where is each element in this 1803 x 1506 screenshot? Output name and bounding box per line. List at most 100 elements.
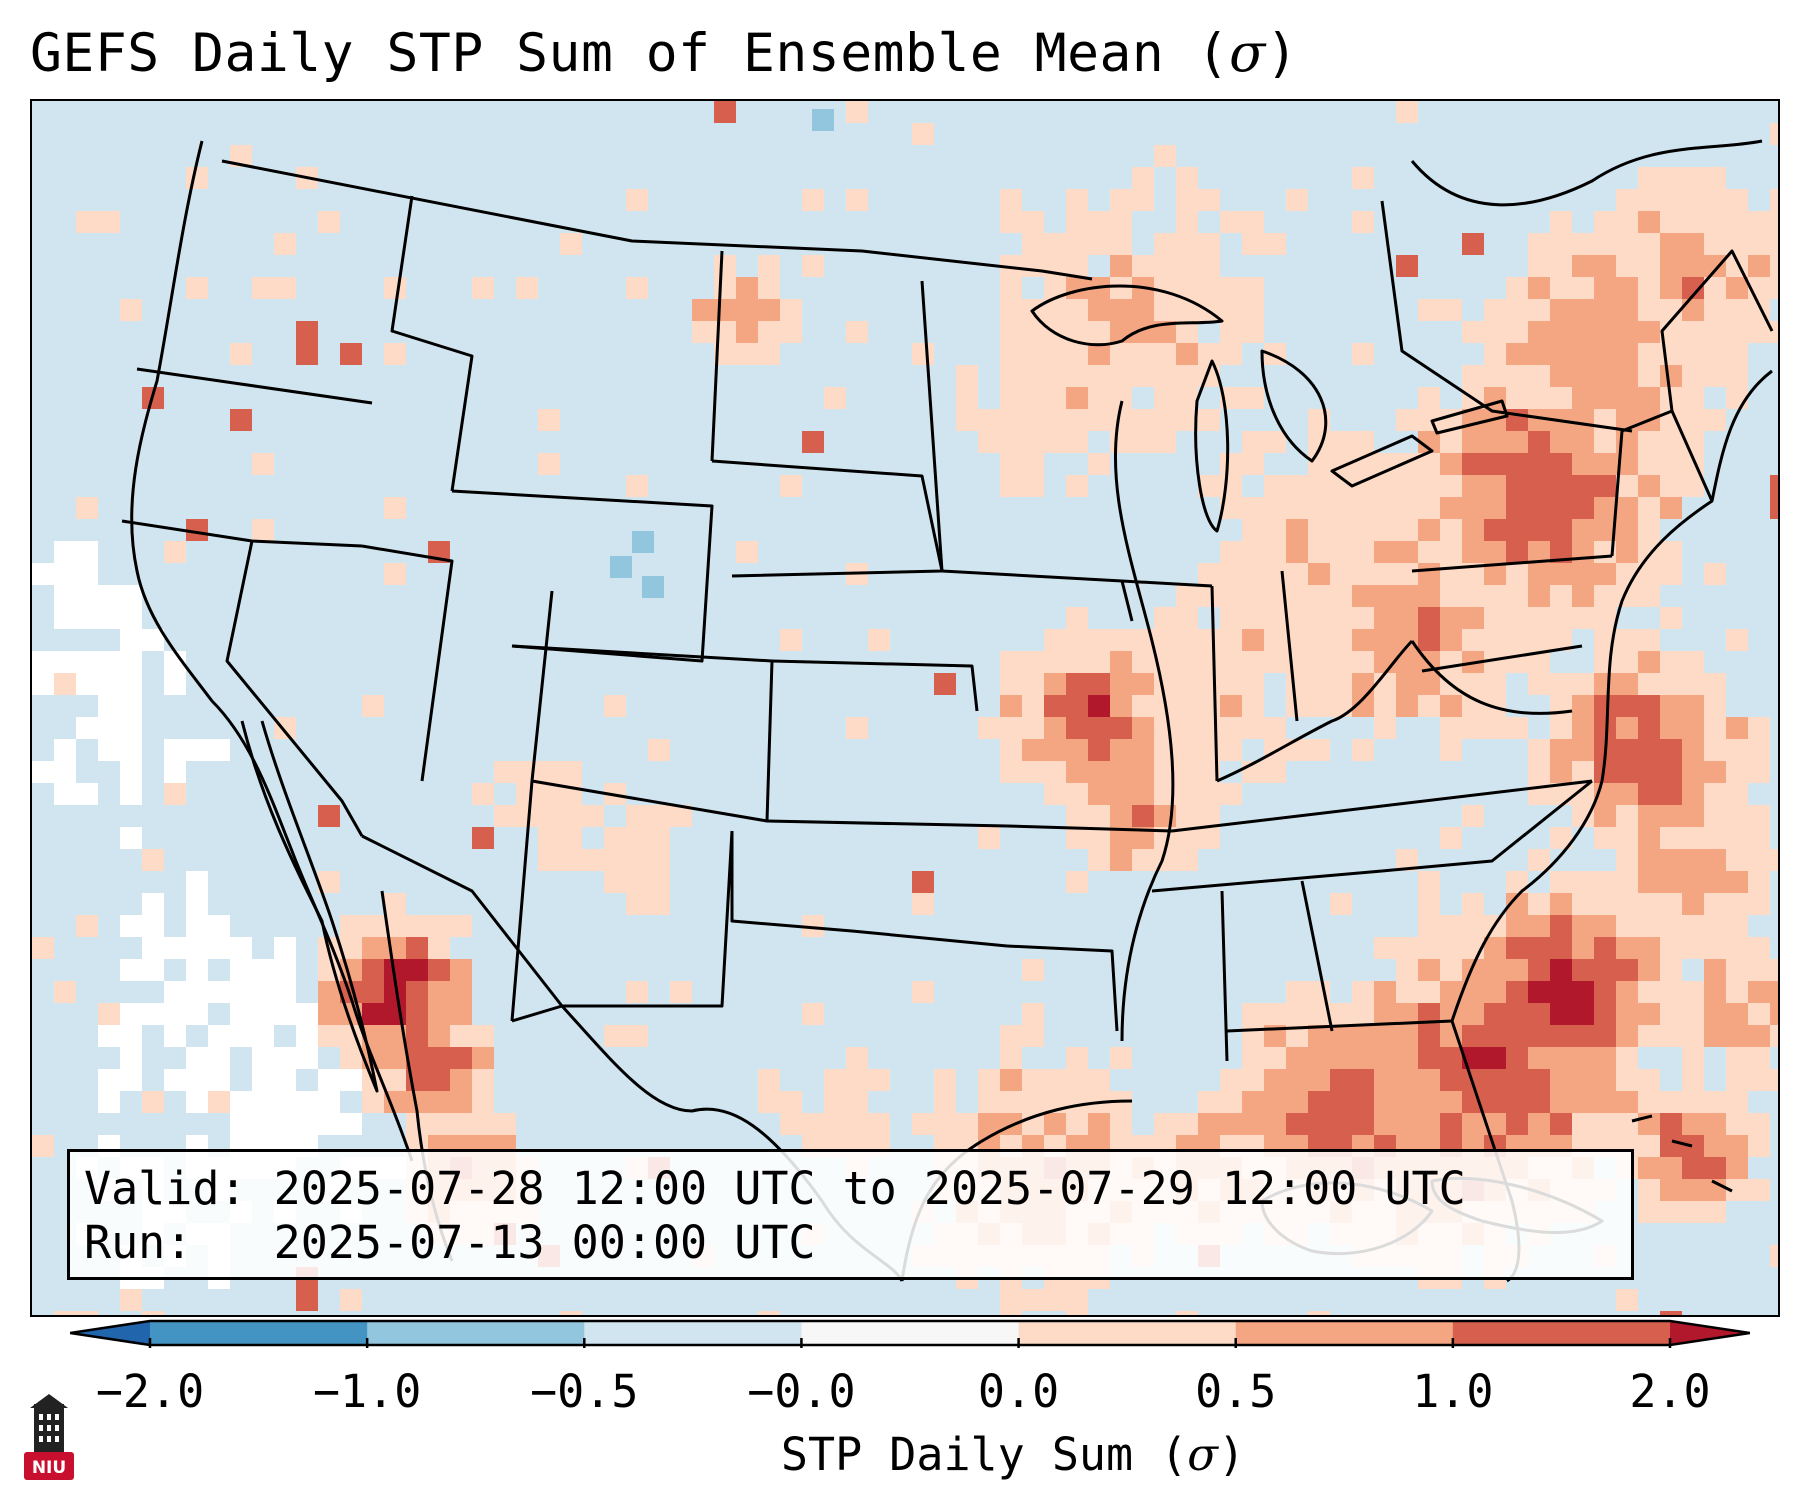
- stp-grid-cell: [1660, 761, 1682, 783]
- stp-grid-cell: [538, 783, 560, 805]
- stp-grid-cell: [384, 1069, 406, 1091]
- stp-grid-cell: [1726, 211, 1748, 233]
- stp-grid-cell: [428, 1069, 450, 1091]
- stp-grid-cell: [1726, 761, 1748, 783]
- stp-grid-cell: [1462, 1113, 1484, 1135]
- stp-grid-cell: [1506, 959, 1528, 981]
- stp-grid-cell: [1704, 937, 1726, 959]
- stp-grid-cell: [1704, 871, 1726, 893]
- stp-grid-cell: [1286, 1047, 1308, 1069]
- stp-grid-cell: [1484, 1091, 1506, 1113]
- stp-grid-cell: [1088, 343, 1110, 365]
- stp-grid-cell: [604, 827, 626, 849]
- stp-grid-cell: [186, 519, 208, 541]
- mt-nd: [710, 250, 724, 462]
- stp-grid-cell: [1528, 453, 1550, 475]
- stp-grid-cell: [1572, 475, 1594, 497]
- stp-grid-cell: [1066, 827, 1088, 849]
- stp-grid-cell: [1660, 255, 1682, 277]
- stp-grid-cell: [1506, 1025, 1528, 1047]
- stp-grid-cell: [54, 761, 76, 783]
- stp-grid-cell: [230, 343, 252, 365]
- stp-grid-cell: [274, 233, 296, 255]
- stp-grid-cell: [1000, 189, 1022, 211]
- stp-grid-cell: [1638, 497, 1660, 519]
- stp-grid-cell: [230, 1113, 252, 1135]
- svg-text:NIU: NIU: [32, 1458, 66, 1478]
- stp-grid-cell: [1440, 717, 1462, 739]
- stp-grid-cell: [1000, 453, 1022, 475]
- stp-grid-cell: [1022, 651, 1044, 673]
- stp-grid-cell: [1418, 1091, 1440, 1113]
- stp-grid-cell: [384, 343, 406, 365]
- stp-grid-cell: [1638, 585, 1660, 607]
- stp-grid-cell: [934, 1113, 956, 1135]
- stp-grid-cell: [1638, 871, 1660, 893]
- stp-grid-cell: [1748, 233, 1770, 255]
- stp-grid-cell: [1242, 585, 1264, 607]
- stp-grid-cell: [1616, 497, 1638, 519]
- stp-grid-cell: [1616, 387, 1638, 409]
- wa-or-border: [136, 367, 373, 405]
- pacific-coast: [130, 140, 414, 1162]
- stp-grid-cell: [1550, 761, 1572, 783]
- stp-grid-cell: [76, 717, 98, 739]
- stp-grid-cell: [1506, 431, 1528, 453]
- stp-grid-cell: [626, 189, 648, 211]
- stp-grid-cell: [1396, 585, 1418, 607]
- stp-grid-cell: [1242, 1047, 1264, 1069]
- stp-grid-cell: [1088, 409, 1110, 431]
- stp-grid-cell: [1704, 915, 1726, 937]
- stp-grid-cell: [1374, 695, 1396, 717]
- stp-grid-cell: [164, 651, 186, 673]
- ia-mo: [941, 569, 1134, 622]
- stp-grid-cell: [1770, 1069, 1778, 1091]
- stp-grid-cell: [1506, 871, 1528, 893]
- stp-grid-cell: [1374, 607, 1396, 629]
- stp-grid-cell: [648, 893, 670, 915]
- stp-grid-cell: [1022, 761, 1044, 783]
- stp-grid-cell: [1022, 739, 1044, 761]
- stp-grid-cell: [1506, 563, 1528, 585]
- stp-grid-cell: [318, 981, 340, 1003]
- stp-grid-cell: [1286, 629, 1308, 651]
- stp-grid-cell: [1748, 981, 1770, 1003]
- stp-grid-cell: [1066, 255, 1088, 277]
- stp-grid-cell: [1550, 233, 1572, 255]
- stp-grid-cell: [1594, 519, 1616, 541]
- stp-grid-cell: [1528, 519, 1550, 541]
- stp-grid-cell: [1638, 695, 1660, 717]
- stp-grid-cell: [758, 321, 780, 343]
- stp-grid-cell: [1022, 255, 1044, 277]
- stp-grid-cell: [1682, 695, 1704, 717]
- stp-grid-cell: [1220, 343, 1242, 365]
- stp-grid-cell: [1396, 563, 1418, 585]
- stp-grid-cell: [1132, 717, 1154, 739]
- stp-grid-cell: [1506, 541, 1528, 563]
- stp-grid-cell: [1616, 871, 1638, 893]
- stp-grid-cell: [1110, 343, 1132, 365]
- stp-grid-cell: [1704, 1135, 1726, 1157]
- stp-grid-cell: [1000, 651, 1022, 673]
- stp-grid-cell: [1682, 849, 1704, 871]
- stp-grid-cell: [1572, 805, 1594, 827]
- stp-grid-cell: [1308, 1113, 1330, 1135]
- stp-grid-cell: [208, 739, 230, 761]
- stp-grid-cell: [1264, 761, 1286, 783]
- stp-grid-cell: [274, 981, 296, 1003]
- stp-grid-cell: [1462, 233, 1484, 255]
- stp-grid-cell: [1638, 1069, 1660, 1091]
- stp-grid-cell: [1682, 739, 1704, 761]
- stp-grid-cell: [1594, 497, 1616, 519]
- stp-grid-cell: [1726, 1003, 1748, 1025]
- stp-grid-cell: [1220, 1113, 1242, 1135]
- stp-grid-cell: [120, 761, 142, 783]
- stp-grid-cell: [1682, 343, 1704, 365]
- stp-grid-cell: [1000, 365, 1022, 387]
- stp-grid-cell: [1616, 695, 1638, 717]
- stp-grid-cell: [1660, 1179, 1682, 1201]
- stp-grid-cell: [1088, 761, 1110, 783]
- stp-grid-cell: [1550, 871, 1572, 893]
- stp-grid-cell: [1242, 695, 1264, 717]
- lake-ontario: [1430, 399, 1509, 435]
